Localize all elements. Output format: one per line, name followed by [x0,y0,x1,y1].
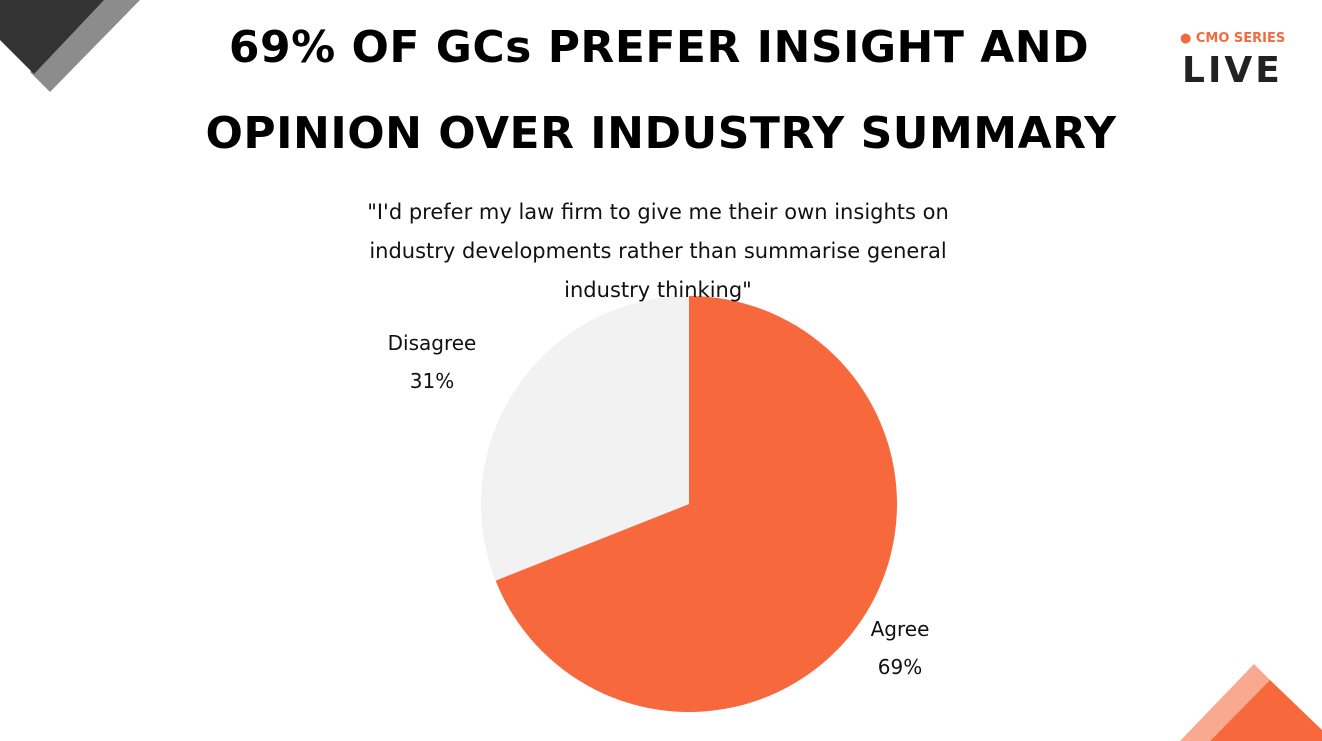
slice-label-value: 31% [409,369,455,393]
pie-slice-disagree [480,296,689,581]
logo-series-text: CMO SERIES [1195,31,1286,46]
slice-label-agree: Agree 69% [840,610,960,686]
slice-label-name: Agree [870,617,930,641]
slice-label-disagree: Disagree 31% [372,324,492,400]
quote-line-2: industry developments rather than summar… [369,239,947,263]
logo-live-text: LIVE [1182,50,1283,91]
quote-line-3: industry thinking" [564,278,752,302]
page-title-line-1: 69% OF GCs PREFER INSIGHT AND [228,22,1090,73]
corner-decoration-bottom-right [1180,664,1322,741]
corner-light-orange-stripe [1180,664,1270,741]
corner-gray-stripe [30,0,140,92]
corner-orange-triangle [1210,680,1322,741]
page-title-line-2: OPINION OVER INDUSTRY SUMMARY [205,108,1117,159]
logo-series: ● CMO SERIES [1180,31,1290,46]
pie-slice-agree [495,296,897,712]
quote-line-1: "I'd prefer my law firm to give me their… [367,200,949,224]
corner-dark-triangle [0,0,104,74]
slice-label-name: Disagree [387,331,477,355]
slice-label-value: 69% [877,655,923,679]
octopus-icon: ● [1180,31,1192,46]
corner-decoration-top-left [0,0,140,92]
